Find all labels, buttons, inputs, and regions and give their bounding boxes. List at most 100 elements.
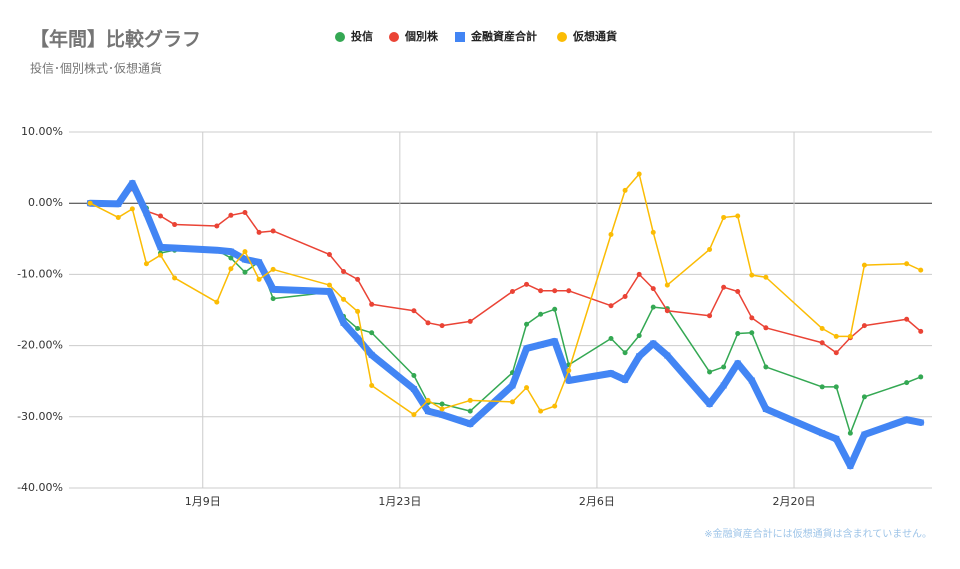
point (918, 374, 924, 380)
point (819, 384, 825, 390)
point (636, 353, 643, 360)
point (411, 373, 417, 379)
legend-item: 仮想通貨 (557, 29, 617, 43)
point (354, 335, 361, 342)
point (87, 200, 93, 206)
point (566, 288, 572, 294)
point (552, 288, 558, 294)
legend-item: 投信 (335, 29, 373, 43)
y-tick-label: -10.00% (17, 267, 63, 280)
point (242, 269, 248, 275)
point (608, 303, 614, 309)
series-line (89, 188, 922, 354)
point (228, 266, 234, 272)
legend-item: 個別株 (389, 29, 439, 43)
legend-label: 個別株 (404, 29, 439, 43)
point (707, 313, 713, 319)
point (242, 249, 248, 255)
point (650, 286, 656, 292)
point (158, 213, 164, 219)
footnote: ※金融資産合計には仮想通貨は含まれていません。 (704, 527, 932, 540)
point (439, 406, 445, 412)
point (552, 403, 558, 409)
y-tick-label: 0.00% (28, 196, 63, 209)
point (636, 333, 642, 339)
point (129, 206, 135, 212)
point (819, 326, 825, 332)
point (439, 401, 445, 407)
point (734, 360, 741, 367)
point (720, 382, 727, 389)
point (833, 384, 839, 390)
point (369, 382, 375, 388)
y-tick-label: 10.00% (21, 125, 63, 138)
y-tick-label: -30.00% (17, 410, 63, 423)
point (242, 209, 248, 215)
point (213, 247, 220, 254)
point (749, 330, 755, 336)
point (748, 377, 755, 384)
legend-swatch (335, 32, 345, 42)
point (411, 308, 417, 314)
point (439, 411, 446, 418)
point (270, 228, 276, 234)
point (664, 282, 670, 288)
point (355, 308, 361, 314)
point (565, 377, 572, 384)
point (917, 419, 924, 426)
point (538, 311, 544, 317)
point (664, 352, 671, 359)
point (524, 321, 530, 327)
legend-item: 金融資産合計 (455, 29, 537, 43)
series-line (89, 173, 922, 416)
x-tick-label: 1月23日 (378, 495, 421, 508)
point (467, 318, 473, 324)
point (143, 210, 150, 217)
point (369, 330, 375, 336)
point (171, 245, 178, 252)
series-line (86, 179, 925, 470)
point (538, 288, 544, 294)
point (904, 316, 910, 322)
y-tick-label: -20.00% (17, 339, 63, 352)
point (861, 431, 868, 438)
point (833, 435, 840, 442)
point (158, 252, 164, 258)
point (833, 350, 839, 356)
x-tick-label: 2月20日 (773, 495, 816, 508)
legend-label: 仮想通貨 (572, 29, 617, 43)
point (537, 341, 544, 348)
point (608, 370, 615, 377)
point (608, 335, 614, 341)
point (566, 368, 572, 374)
point (509, 382, 516, 389)
point (410, 386, 417, 393)
point (172, 275, 178, 281)
point (636, 271, 642, 277)
point (214, 299, 220, 305)
point (228, 212, 234, 218)
point (115, 200, 122, 207)
point (706, 400, 713, 407)
point (115, 214, 121, 220)
point (861, 394, 867, 400)
point (552, 306, 558, 312)
point (326, 288, 333, 295)
point (326, 251, 332, 257)
point (749, 272, 755, 278)
point (735, 288, 741, 294)
point (904, 261, 910, 267)
point (355, 326, 361, 332)
point (524, 385, 530, 391)
point (355, 276, 361, 282)
point (424, 408, 431, 415)
point (411, 412, 417, 418)
point (172, 222, 178, 228)
point (650, 229, 656, 235)
point (664, 308, 670, 314)
point (819, 430, 826, 437)
point (256, 276, 262, 282)
point (241, 256, 248, 263)
